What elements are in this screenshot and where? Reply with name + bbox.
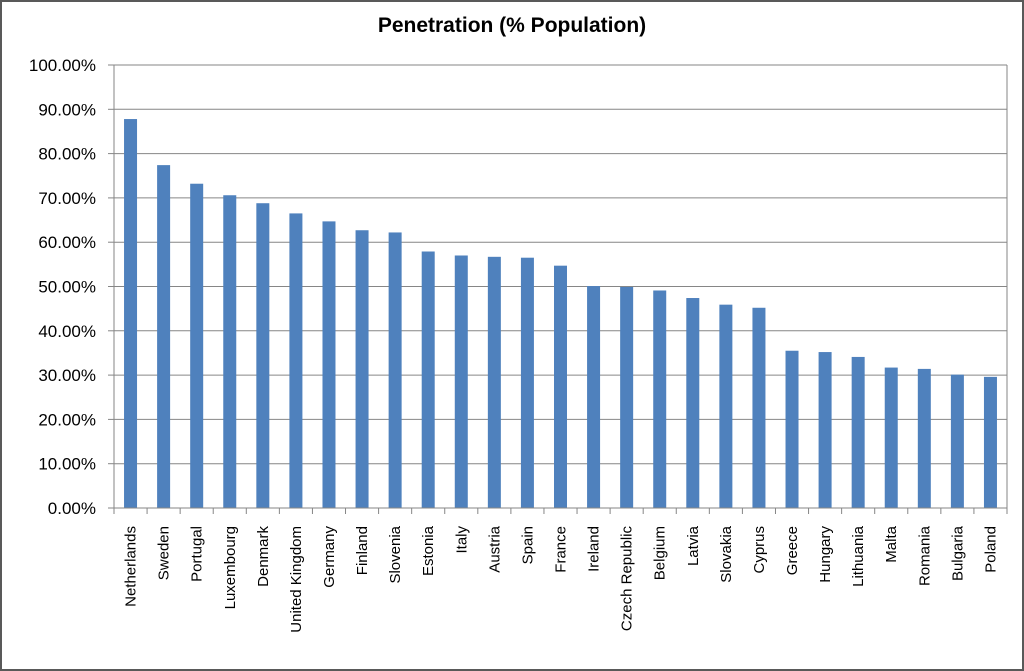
x-category-label: Slovakia (718, 525, 735, 582)
bar (256, 203, 270, 508)
x-category-label: Lithuania (850, 525, 867, 587)
x-category-label: Italy (453, 526, 470, 554)
x-category-label: Spain (519, 526, 536, 564)
x-category-label: Luxembourg (222, 526, 239, 609)
x-category-label: Belgium (652, 526, 669, 580)
x-category-label: Latvia (685, 525, 702, 566)
bar (554, 265, 567, 508)
bar (124, 119, 138, 509)
x-category-label: Cyprus (751, 526, 768, 574)
y-tick-label: 10.00% (38, 455, 96, 474)
y-tick-label: 30.00% (38, 366, 96, 385)
x-category-label: Sweden (156, 526, 173, 580)
bar (785, 350, 799, 508)
bar (950, 374, 964, 508)
bar (917, 368, 931, 508)
y-tick-label: 60.00% (38, 233, 96, 252)
y-tick-label: 40.00% (38, 322, 96, 341)
y-tick-label: 0.00% (48, 499, 96, 518)
bar (587, 286, 601, 508)
x-category-label: Czech Republic (619, 526, 636, 632)
bar (719, 304, 733, 508)
y-tick-label: 100.00% (29, 56, 96, 75)
bars (124, 119, 997, 509)
bar (983, 376, 997, 508)
x-category-label: Bulgaria (949, 525, 966, 581)
bar (851, 356, 865, 508)
bar (884, 367, 898, 508)
x-category-label: France (553, 526, 570, 573)
bar (686, 298, 700, 508)
x-category-label: United Kingdom (288, 526, 305, 633)
y-tick-label: 80.00% (38, 145, 96, 164)
bar (289, 213, 303, 508)
y-tick-label: 20.00% (38, 410, 96, 429)
x-category-label: Denmark (255, 526, 272, 587)
bar (653, 290, 667, 508)
x-category-label: Austria (486, 525, 503, 572)
x-category-label: Netherlands (123, 526, 140, 607)
bar (157, 165, 171, 509)
y-tick-label: 70.00% (38, 189, 96, 208)
bar (223, 195, 237, 508)
bar (355, 230, 369, 508)
x-category-label: Romania (916, 525, 933, 586)
chart-title: Penetration (% Population) (377, 14, 647, 37)
x-axis-category-labels: Netherlands Sweden Portugal Luxembourg Denma… (123, 525, 1000, 632)
x-category-label: Malta (883, 525, 900, 562)
x-category-label: Portugal (189, 526, 206, 582)
bar (190, 183, 204, 508)
x-category-label: Ireland (586, 526, 603, 572)
bar (388, 232, 402, 509)
y-axis-tick-labels: 0.00% 10.00% 20.00% 30.00% 40.00% 50.00% 60.00… (29, 56, 96, 518)
axes (113, 65, 1008, 514)
x-category-label: Slovenia (387, 525, 404, 583)
bar (454, 255, 468, 508)
bar (520, 257, 534, 508)
bar (818, 352, 832, 508)
bar (752, 307, 766, 508)
x-category-label: Greece (784, 526, 801, 575)
y-tick-label: 90.00% (38, 100, 96, 119)
y-tick-label: 50.00% (38, 278, 96, 297)
bar (620, 286, 634, 508)
x-category-label: Estonia (420, 525, 437, 576)
bar (487, 256, 501, 508)
bar (322, 221, 336, 508)
x-category-label: Germany (321, 526, 338, 588)
x-category-label: Finland (354, 526, 371, 575)
x-category-label: Hungary (817, 526, 834, 583)
x-category-label: Poland (982, 526, 999, 573)
bar (421, 251, 435, 509)
